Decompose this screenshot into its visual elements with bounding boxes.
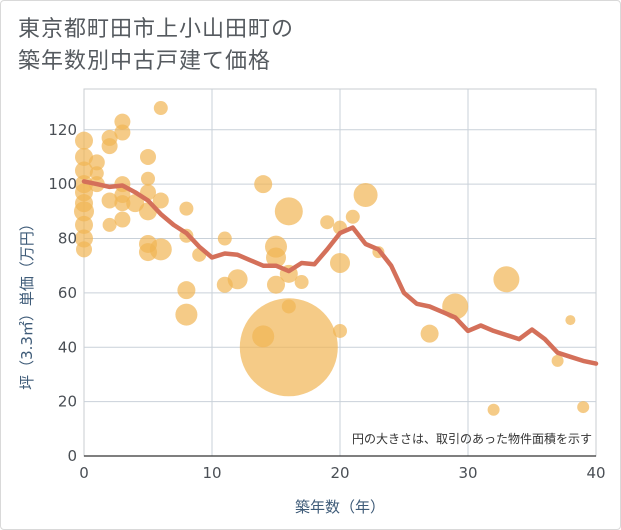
bubble-point <box>353 183 378 208</box>
bubble-point <box>345 209 360 224</box>
average-line <box>81 179 599 366</box>
y-tick-label: 20 <box>58 393 77 411</box>
bubble-point <box>420 324 439 343</box>
y-axis-label: 坪（3.3㎡）単価（万円） <box>18 216 36 390</box>
x-axis-label: 築年数（年） <box>295 498 385 516</box>
bubble-point <box>551 354 564 367</box>
bubble-point <box>89 166 104 181</box>
y-tick-label: 80 <box>58 230 77 248</box>
y-tick-label: 60 <box>58 284 77 302</box>
bubble-point <box>294 275 309 290</box>
bubble-point <box>126 194 145 213</box>
bubble-series <box>74 101 590 416</box>
x-tick-label: 0 <box>79 464 89 482</box>
bubble-point <box>565 315 576 326</box>
y-tick-labels: 0 20 40 60 80 100 120 <box>48 121 77 465</box>
bubble-point <box>320 215 335 230</box>
bubble-point <box>114 211 131 228</box>
bubble-point <box>179 201 194 216</box>
bubble-point <box>217 231 232 246</box>
bubble-point <box>75 147 93 166</box>
y-tick-label: 40 <box>58 338 77 356</box>
y-tick-label: 120 <box>48 121 77 139</box>
x-tick-label: 10 <box>202 464 221 482</box>
bubble-point <box>139 243 157 262</box>
bubble-point <box>75 161 93 180</box>
bubble-point <box>177 281 196 300</box>
bubble-point <box>493 266 520 293</box>
average-price-line <box>81 179 599 366</box>
bubble-point <box>281 299 296 314</box>
bubble-point <box>254 175 273 194</box>
bubble-point <box>333 323 347 338</box>
bubble-point <box>114 195 131 212</box>
bubble-point <box>101 138 118 155</box>
bubble-point <box>267 275 285 294</box>
x-tick-labels: 0 10 20 30 40 <box>79 464 605 482</box>
bubble-point <box>577 401 590 414</box>
bubble-point <box>76 241 92 258</box>
bubble-point <box>330 252 350 273</box>
size-note: 円の大きさは、取引のあった物件面積を示す <box>352 431 592 446</box>
x-tick-label: 40 <box>586 464 605 482</box>
bubble-point <box>141 171 155 186</box>
bubble-point <box>152 192 169 209</box>
bubble-point <box>274 197 303 226</box>
bubble-point <box>101 192 118 209</box>
title-line-1: 東京都町田市上小山田町の <box>18 17 295 42</box>
grid-lines <box>84 89 596 457</box>
chart-title: 東京都町田市上小山田町の 築年数別中古戸建て価格 <box>18 14 294 78</box>
title-line-2: 築年数別中古戸建て価格 <box>18 49 272 74</box>
bubble-point <box>153 101 168 116</box>
bubble-point <box>216 276 233 293</box>
bubble-point <box>239 298 338 397</box>
bubble-point <box>114 124 131 141</box>
bubble-point <box>75 194 93 213</box>
bubble-point <box>487 403 500 416</box>
y-tick-label: 100 <box>48 175 77 193</box>
bubble-point <box>266 247 286 268</box>
bubble-point <box>75 131 93 150</box>
bubble-point <box>175 303 198 326</box>
y-tick-label: 0 <box>67 447 77 465</box>
x-tick-label: 30 <box>458 464 477 482</box>
bubble-point <box>88 154 105 171</box>
bubble-point <box>140 148 156 165</box>
x-tick-label: 20 <box>330 464 349 482</box>
bubble-point <box>75 215 93 234</box>
bubble-point <box>252 325 275 348</box>
bubble-point <box>102 217 117 232</box>
